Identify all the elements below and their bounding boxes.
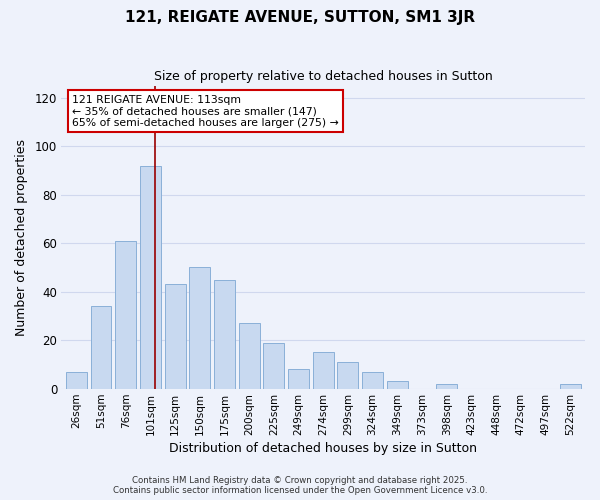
Bar [263, 342, 284, 389]
Bar [337, 362, 358, 389]
Title: Size of property relative to detached houses in Sutton: Size of property relative to detached ho… [154, 70, 493, 83]
Bar [436, 384, 457, 389]
Bar [362, 372, 383, 389]
Bar [313, 352, 334, 389]
Text: 121 REIGATE AVENUE: 113sqm
← 35% of detached houses are smaller (147)
65% of sem: 121 REIGATE AVENUE: 113sqm ← 35% of deta… [72, 94, 339, 128]
Bar [387, 382, 408, 389]
Text: 121, REIGATE AVENUE, SUTTON, SM1 3JR: 121, REIGATE AVENUE, SUTTON, SM1 3JR [125, 10, 475, 25]
Bar [164, 284, 185, 389]
X-axis label: Distribution of detached houses by size in Sutton: Distribution of detached houses by size … [169, 442, 477, 455]
Y-axis label: Number of detached properties: Number of detached properties [15, 138, 28, 336]
Text: Contains HM Land Registry data © Crown copyright and database right 2025.
Contai: Contains HM Land Registry data © Crown c… [113, 476, 487, 495]
Bar [115, 241, 136, 389]
Bar [140, 166, 161, 389]
Bar [214, 280, 235, 389]
Bar [66, 372, 87, 389]
Bar [189, 268, 210, 389]
Bar [91, 306, 112, 389]
Bar [239, 324, 260, 389]
Bar [560, 384, 581, 389]
Bar [288, 370, 309, 389]
